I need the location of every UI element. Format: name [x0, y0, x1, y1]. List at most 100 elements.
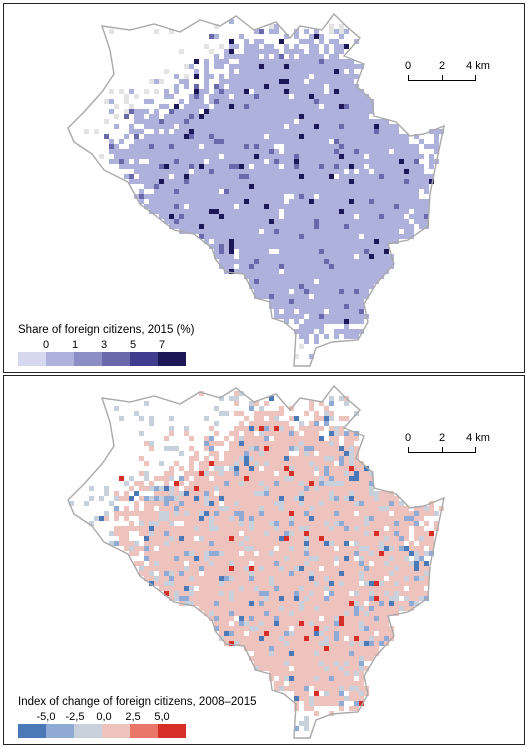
grid-cell [324, 204, 329, 209]
grid-cell [319, 314, 324, 319]
grid-cell [174, 159, 179, 164]
grid-cell [354, 74, 359, 79]
grid-cell [404, 174, 409, 179]
grid-cell [294, 671, 299, 676]
grid-cell [259, 516, 264, 521]
grid-cell [124, 496, 129, 501]
grid-cell [289, 159, 294, 164]
grid-cell [334, 89, 339, 94]
grid-cell [269, 134, 274, 139]
grid-cell [294, 456, 299, 461]
grid-cell [259, 84, 264, 89]
grid-cell [244, 209, 249, 214]
grid-cell [219, 611, 224, 616]
grid-cell [299, 94, 304, 99]
grid-cell [344, 556, 349, 561]
grid-cell [314, 79, 319, 84]
grid-cell [349, 681, 354, 686]
grid-cell [184, 581, 189, 586]
grid-cell [244, 526, 249, 531]
grid-cell [284, 551, 289, 556]
grid-cell [259, 219, 264, 224]
grid-cell [279, 471, 284, 476]
grid-cell [144, 496, 149, 501]
grid-cell [229, 254, 234, 259]
grid-cell [239, 571, 244, 576]
grid-cell [299, 586, 304, 591]
grid-cell [329, 586, 334, 591]
grid-cell [239, 154, 244, 159]
grid-cell [229, 174, 234, 179]
grid-cell [309, 319, 314, 324]
grid-cell [404, 591, 409, 596]
grid-cell [334, 114, 339, 119]
grid-cell [284, 49, 289, 54]
grid-cell [354, 531, 359, 536]
grid-cell [194, 541, 199, 546]
grid-cell [339, 596, 344, 601]
grid-cell [144, 124, 149, 129]
grid-cell [269, 264, 274, 269]
grid-cell [359, 641, 364, 646]
grid-cell [329, 681, 334, 686]
grid-cell [339, 79, 344, 84]
grid-cell [354, 571, 359, 576]
grid-cell [319, 209, 324, 214]
grid-cell [194, 581, 199, 586]
grid-cell [224, 586, 229, 591]
grid-cell [304, 651, 309, 656]
grid-cell [159, 174, 164, 179]
grid-cell [354, 289, 359, 294]
grid-cell [224, 611, 229, 616]
grid-cell [229, 626, 234, 631]
grid-cell [349, 481, 354, 486]
grid-cell [144, 149, 149, 154]
grid-cell [319, 194, 324, 199]
grid-cell [334, 219, 339, 224]
grid-cell [299, 466, 304, 471]
grid-cell [229, 269, 234, 274]
grid-cell [329, 646, 334, 651]
grid-cell [169, 506, 174, 511]
grid-cell [159, 179, 164, 184]
grid-cell [149, 169, 154, 174]
grid-cell [374, 129, 379, 134]
grid-cell [299, 104, 304, 109]
grid-cell [249, 219, 254, 224]
grid-cell [144, 511, 149, 516]
grid-cell [259, 254, 264, 259]
grid-cell [154, 531, 159, 536]
grid-cell [189, 561, 194, 566]
grid-cell [289, 304, 294, 309]
grid-cell [379, 259, 384, 264]
grid-cell [289, 586, 294, 591]
grid-cell [304, 244, 309, 249]
grid-cell [249, 531, 254, 536]
grid-cell [424, 506, 429, 511]
grid-cell [349, 616, 354, 621]
grid-cell [254, 214, 259, 219]
grid-cell [194, 99, 199, 104]
grid-cell [159, 531, 164, 536]
grid-cell [384, 626, 389, 631]
grid-cell [309, 611, 314, 616]
grid-cell [249, 511, 254, 516]
grid-cell [289, 646, 294, 651]
grid-cell [339, 194, 344, 199]
grid-cell [349, 661, 354, 666]
grid-cell [339, 249, 344, 254]
grid-cell [289, 581, 294, 586]
grid-cell [244, 269, 249, 274]
grid-cell [384, 616, 389, 621]
grid-cell [264, 89, 269, 94]
grid-cell [234, 506, 239, 511]
grid-cell [179, 214, 184, 219]
grid-cell [289, 426, 294, 431]
grid-cell [354, 119, 359, 124]
grid-cell [224, 99, 229, 104]
grid-cell [324, 521, 329, 526]
grid-cell [299, 54, 304, 59]
grid-cell [254, 606, 259, 611]
grid-cell [294, 466, 299, 471]
grid-cell [349, 299, 354, 304]
